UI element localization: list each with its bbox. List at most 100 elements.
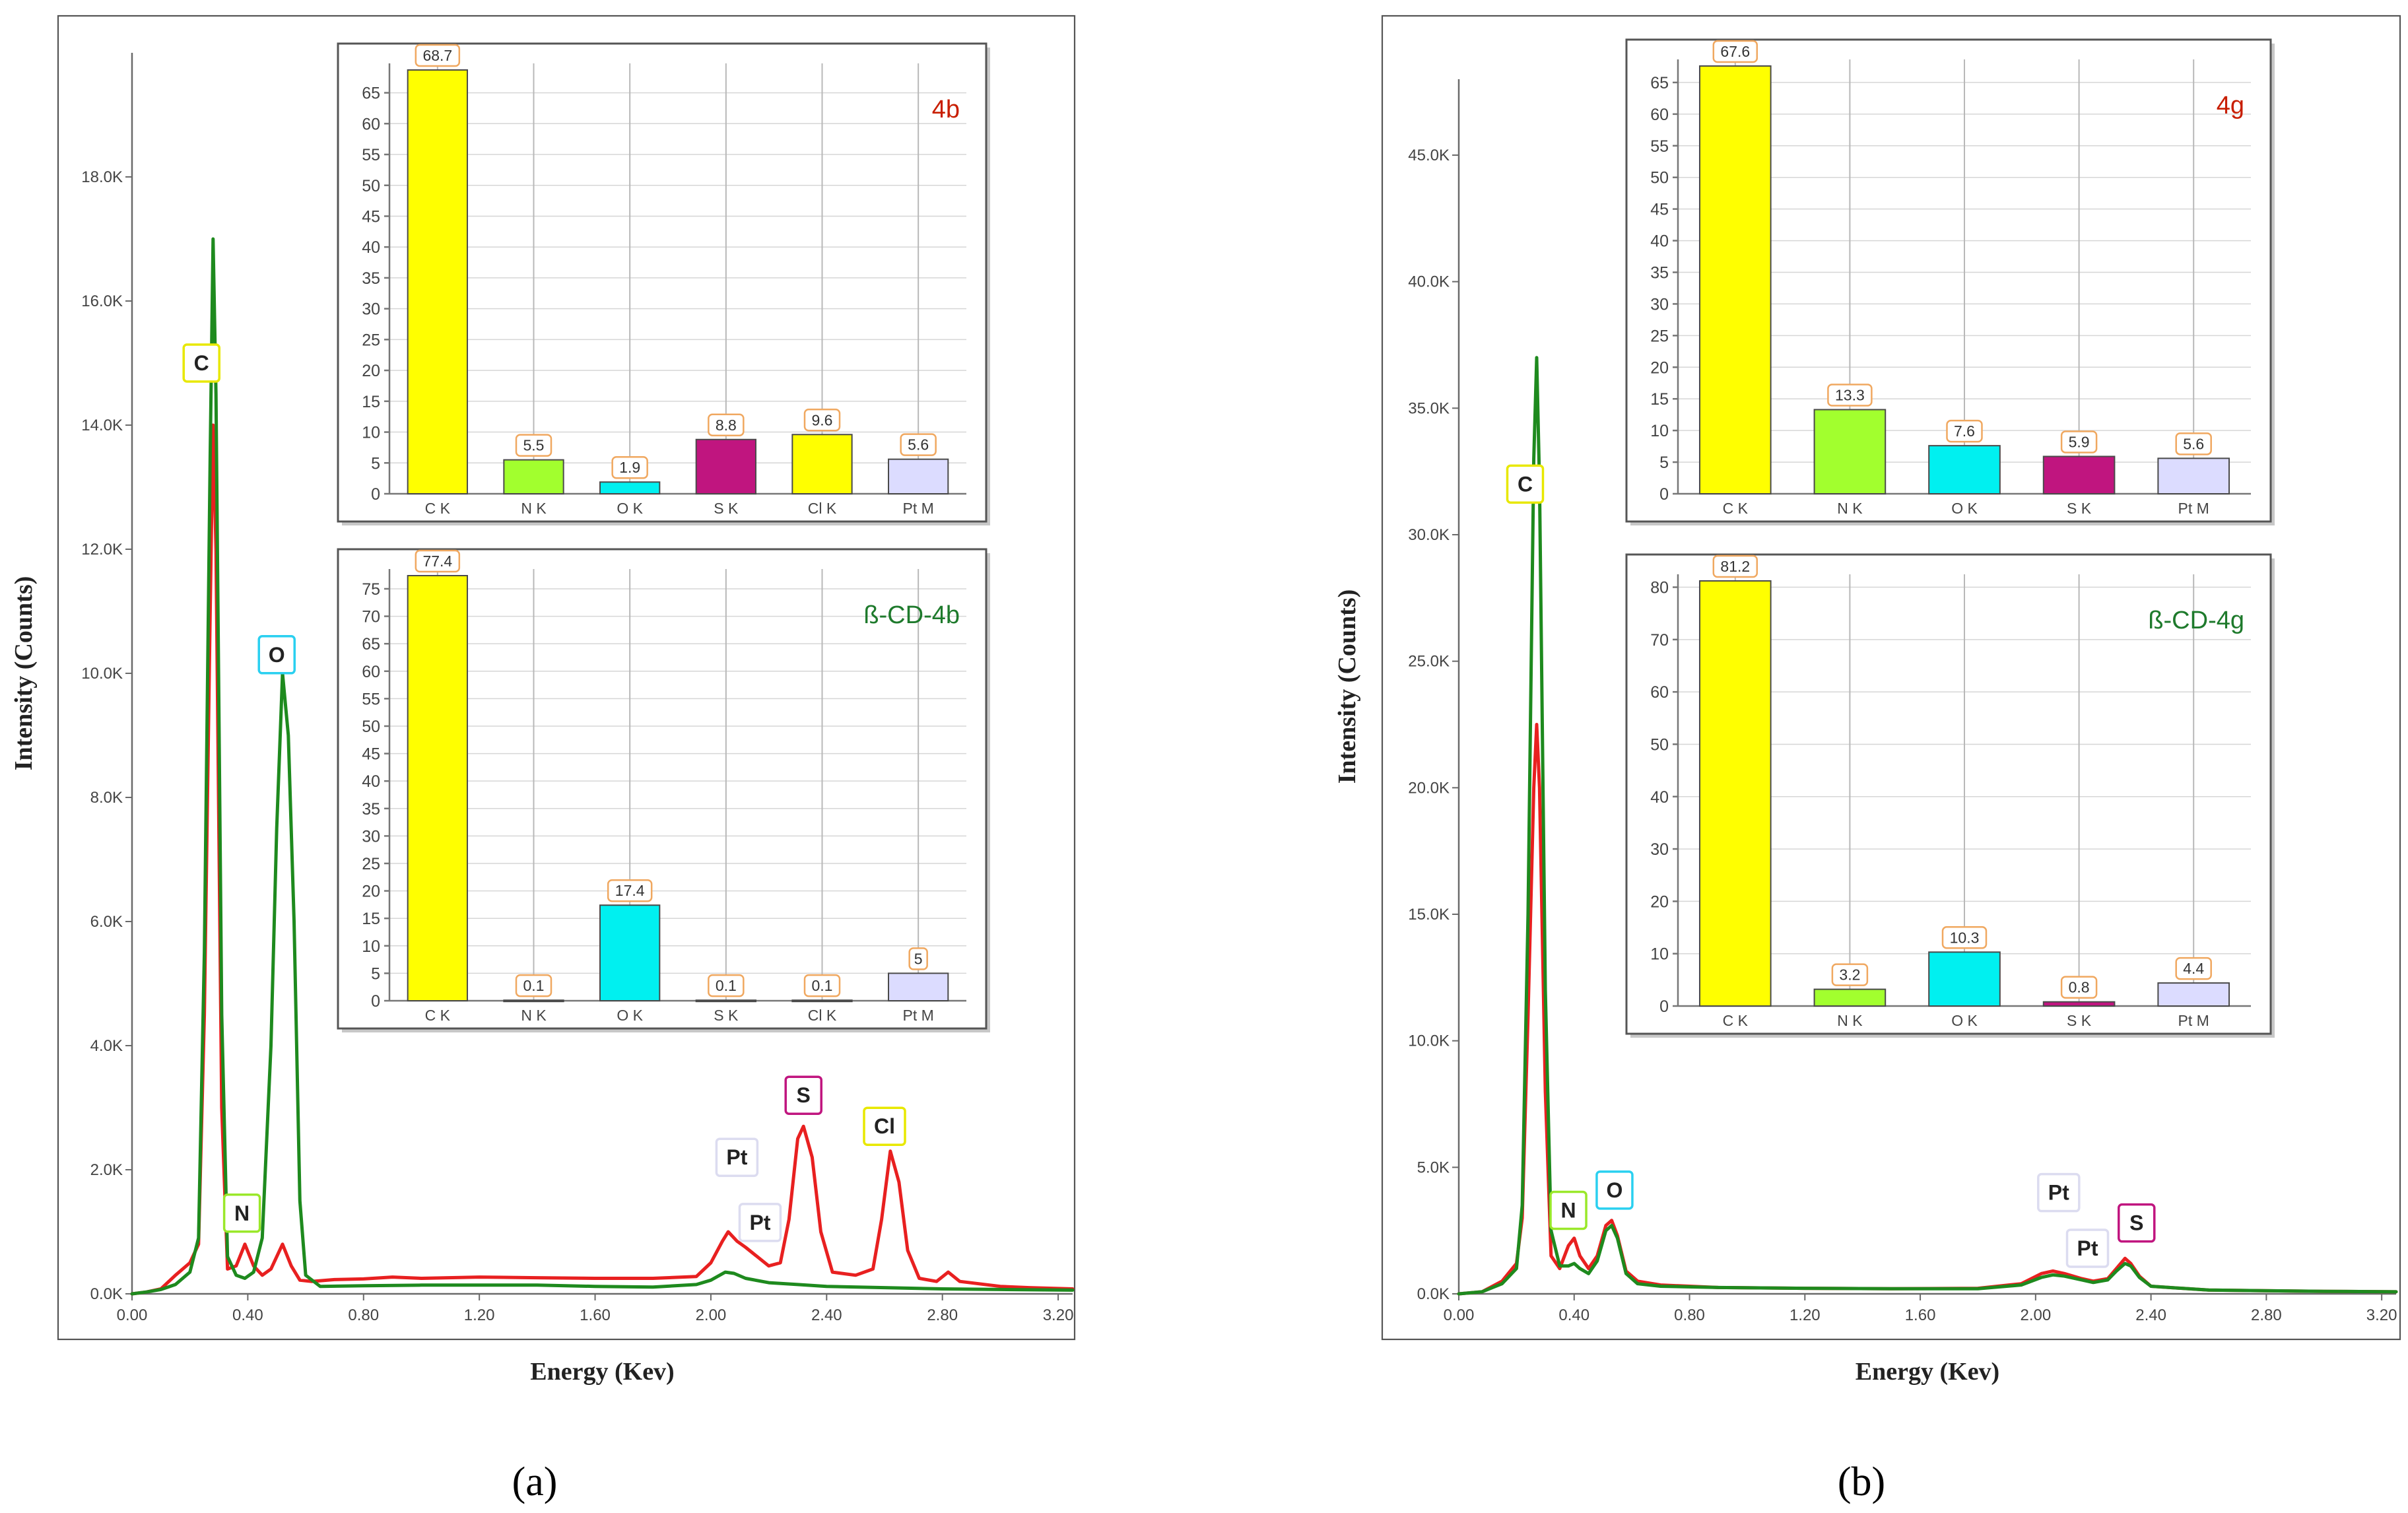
x-tick-label: 0.00	[1444, 1306, 1475, 1324]
x-tick-label: 1.60	[1905, 1306, 1936, 1324]
inset-bar	[2157, 982, 2230, 1007]
inset-value-box	[708, 974, 745, 997]
inset-category-label: S K	[2067, 500, 2092, 517]
panel-b: 0.0K 5.0K 10.0K 15.0K 20.0K 25.0K 30.0K 35.0K 40…	[1333, 15, 2401, 1504]
inset-bar	[1698, 580, 1772, 1007]
y-tick-label: 0.0K	[1417, 1285, 1450, 1303]
inset-value-box	[803, 974, 841, 997]
inset-bar	[1928, 951, 2001, 1007]
x-tick-label: 0.40	[232, 1306, 263, 1324]
peak-label-box	[222, 1194, 261, 1233]
inset-value-box	[2060, 976, 2098, 999]
peak-label-box	[863, 1106, 906, 1146]
inset-y-tick-label: 5	[371, 964, 380, 983]
inset-bar	[599, 904, 661, 1002]
x-tick-label: 1.20	[1789, 1306, 1821, 1324]
inset-category-label: Cl K	[808, 500, 837, 517]
inset-value-box	[1712, 40, 1758, 63]
inset-composition-chart: 0 5 10 15 20 25 30 35 40 45 50 55 60 65 68.7 C K 5.5 N K 1…	[337, 42, 990, 525]
peak-label-box	[2118, 1203, 2156, 1243]
peak-label-box	[182, 343, 220, 383]
peak-label: O	[1606, 1178, 1622, 1202]
inset-y-tick-label: 70	[1650, 631, 1669, 650]
inset-bar	[407, 575, 468, 1001]
x-tick-label: 3.20	[2366, 1306, 2397, 1324]
inset-value-label: 13.3	[1835, 387, 1865, 404]
inset-value-box	[803, 409, 841, 432]
inset-bar	[503, 459, 564, 494]
x-tick-label: 1.60	[580, 1306, 611, 1324]
y-axis-title: Intensity (Counts)	[10, 576, 38, 771]
y-tick-label: 25.0K	[1408, 653, 1450, 671]
inset-value-label: 8.8	[716, 417, 737, 434]
inset-bar	[695, 438, 756, 495]
inset-y-tick-label: 0	[1659, 485, 1669, 504]
inset-y-tick-label: 70	[362, 608, 380, 626]
peak-label-box	[738, 1203, 782, 1242]
inset-value-box	[708, 413, 745, 437]
y-tick-label: 20.0K	[1408, 779, 1450, 797]
y-tick-label: 10.0K	[81, 665, 123, 683]
inset-value-label: 5.9	[2069, 433, 2090, 450]
peak-label: S	[2129, 1211, 2143, 1235]
inset-y-tick-label: 30	[362, 827, 380, 846]
inset-y-tick-label: 25	[362, 855, 380, 873]
inset-y-tick-label: 80	[1650, 579, 1669, 597]
inset-y-tick-label: 45	[1650, 201, 1669, 219]
x-tick-label: 0.80	[1674, 1306, 1705, 1324]
inset-category-label: N K	[521, 500, 547, 517]
inset-value-label: 17.4	[615, 882, 645, 899]
peak-label-box	[1506, 464, 1545, 504]
inset-value-label: 68.7	[422, 47, 452, 64]
inset-value-label: 77.4	[422, 553, 452, 570]
inset-value-box	[1941, 926, 1988, 949]
inset-category-label: N K	[1837, 500, 1863, 517]
y-tick-label: 18.0K	[81, 168, 123, 186]
inset-y-tick-label: 65	[1650, 74, 1669, 92]
x-tick-label: 0.40	[1558, 1306, 1589, 1324]
peak-label: C	[1518, 472, 1533, 496]
y-tick-label: 16.0K	[81, 292, 123, 310]
inset-category-label: C K	[425, 500, 451, 517]
inset-y-tick-label: 50	[362, 177, 380, 195]
inset-bar	[407, 69, 468, 494]
inset-sample-name: ß-CD-4g	[2148, 607, 2244, 634]
y-tick-label: 35.0K	[1408, 399, 1450, 417]
y-tick-label: 12.0K	[81, 541, 123, 558]
inset-y-tick-label: 20	[1650, 892, 1669, 911]
inset-y-tick-label: 35	[1650, 263, 1669, 282]
inset-y-tick-label: 10	[1650, 945, 1669, 964]
inset-y-tick-label: 60	[362, 663, 380, 681]
y-tick-label: 5.0K	[1417, 1159, 1450, 1176]
inset-category-label: O K	[1951, 500, 1978, 517]
y-tick-label: 45.0K	[1408, 147, 1450, 164]
peak-label-box	[784, 1075, 822, 1115]
inset-bar	[791, 999, 853, 1003]
inset-y-tick-label: 45	[362, 207, 380, 226]
y-tick-label: 10.0K	[1408, 1032, 1450, 1050]
inset-y-tick-label: 45	[362, 745, 380, 764]
inset-value-box	[415, 44, 461, 67]
inset-bar	[1813, 409, 1887, 494]
inset-value-label: 9.6	[812, 411, 833, 428]
peak-label: C	[194, 351, 209, 375]
inset-bar	[503, 999, 564, 1003]
inset-category-label: Pt M	[903, 500, 934, 517]
inset-value-box	[415, 549, 461, 573]
inset-y-tick-label: 55	[362, 146, 380, 164]
peak-label: N	[1560, 1199, 1576, 1223]
peak-label: Cl	[874, 1114, 895, 1138]
inset-bar	[1698, 65, 1772, 494]
inset-composition-chart: 0 5 10 15 20 25 30 35 40 45 50 55 60 65 67.6 C K 13.3 N K…	[1625, 38, 2275, 525]
inset-y-tick-label: 20	[362, 883, 380, 901]
y-tick-label: 2.0K	[90, 1161, 123, 1179]
inset-y-tick-label: 5	[371, 454, 380, 473]
peak-label: Pt	[2048, 1181, 2069, 1205]
inset-bar	[1813, 988, 1887, 1007]
y-tick-label: 4.0K	[90, 1037, 123, 1055]
inset-category-label: S K	[714, 500, 739, 517]
inset-value-box	[607, 879, 653, 902]
inset-y-tick-label: 10	[1650, 422, 1669, 440]
y-tick-label: 15.0K	[1408, 906, 1450, 924]
inset-y-tick-label: 60	[1650, 683, 1669, 702]
